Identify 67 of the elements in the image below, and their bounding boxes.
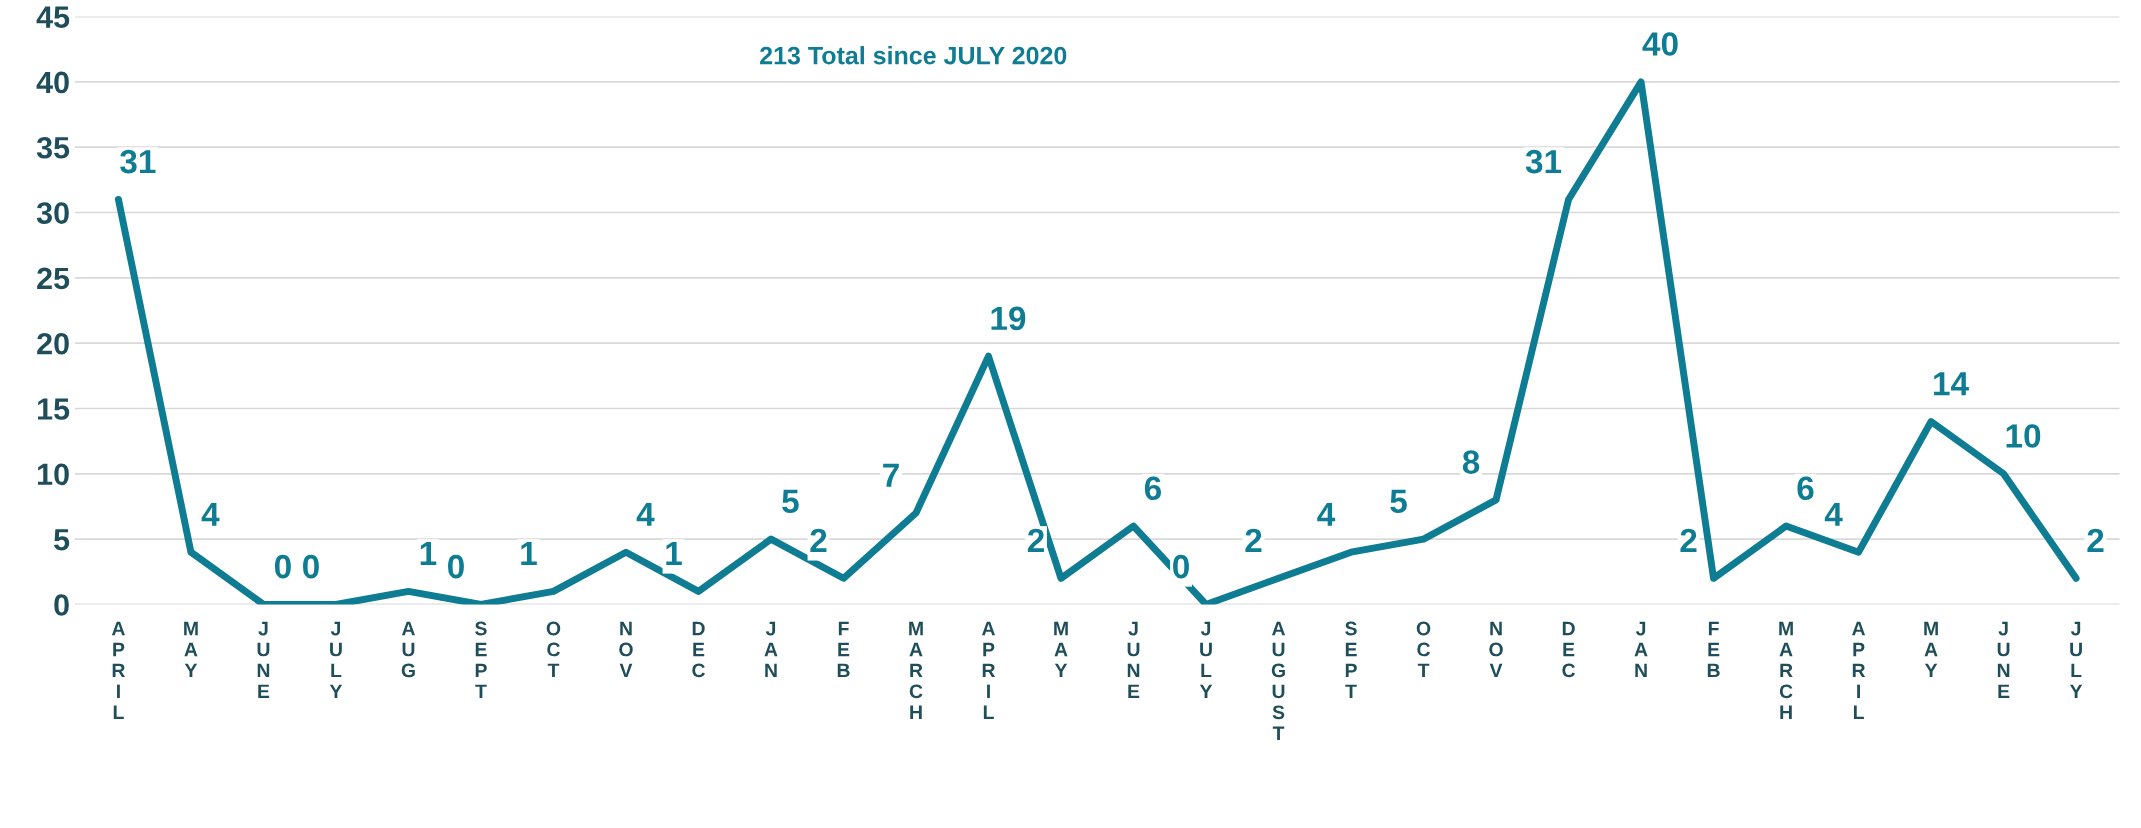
- data-label: 1: [666, 542, 682, 566]
- data-label: 31: [1525, 149, 1562, 174]
- y-tick-label: 40: [36, 71, 69, 94]
- y-tick-label: 35: [36, 136, 70, 159]
- y-tick-label: 30: [36, 202, 69, 224]
- x-tick-label: NOV: [1489, 621, 1503, 678]
- y-tick-label: 15: [38, 398, 70, 420]
- x-tick-label: FEB: [837, 621, 850, 678]
- x-tick-label: JUNE: [1127, 621, 1140, 699]
- x-tick-label: MARCH: [1779, 621, 1793, 719]
- data-label: 0: [274, 554, 291, 579]
- data-label: 6: [1797, 476, 1814, 501]
- data-label: 2: [1027, 528, 1044, 552]
- x-tick-label: APRIL: [111, 621, 126, 719]
- data-label: 10: [2006, 424, 2041, 448]
- data-label: 19: [991, 306, 1026, 331]
- y-tick-label: 0: [54, 594, 69, 616]
- x-tick-label: MAY: [184, 621, 198, 678]
- data-label: 0: [1173, 554, 1189, 579]
- x-tick-label: JUNE: [1997, 621, 2010, 699]
- data-label: 4: [201, 502, 220, 526]
- data-label: 1: [420, 542, 437, 566]
- x-tick-label: JULY: [2069, 621, 2083, 699]
- annotation: 213 Total since JULY 2020: [760, 46, 1067, 65]
- x-tick-label: DEC: [692, 621, 705, 678]
- data-label: 14: [1934, 372, 1969, 396]
- x-tick-label: AUG: [401, 621, 415, 678]
- data-label: 8: [1462, 450, 1480, 474]
- data-label: 40: [1642, 32, 1678, 56]
- x-tick-label: OCT: [546, 621, 561, 678]
- x-tick-label: JUNE: [257, 621, 270, 699]
- x-tick-label: MAY: [1054, 621, 1068, 678]
- x-tick-label: JAN: [1634, 621, 1648, 678]
- data-label: 4: [636, 502, 655, 526]
- data-label: 0: [448, 554, 464, 579]
- x-tick-label: FEB: [1707, 621, 1720, 678]
- x-tick-label: SEPT: [1345, 621, 1357, 699]
- y-tick-label: 25: [37, 267, 70, 290]
- y-tick-label: 5: [54, 529, 70, 551]
- data-label: 5: [1390, 489, 1407, 514]
- x-tick-label: SEPT: [475, 621, 487, 699]
- x-tick-label: APRIL: [1852, 621, 1866, 719]
- x-tick-label: MAY: [1924, 621, 1938, 678]
- y-tick-label: 20: [37, 332, 69, 355]
- x-tick-label: JAN: [764, 621, 778, 678]
- data-label: 2: [2087, 528, 2104, 552]
- data-label: 2: [810, 528, 827, 552]
- data-label: 4: [1824, 502, 1843, 526]
- x-tick-label: OCT: [1416, 621, 1431, 678]
- data-label: 2: [1245, 528, 1262, 552]
- data-label: 4: [1317, 502, 1336, 526]
- data-label: 31: [120, 149, 156, 174]
- x-tick-label: AUGUST: [1271, 621, 1286, 740]
- x-tick-label: JULY: [1199, 621, 1213, 699]
- x-tick-label: DEC: [1562, 621, 1576, 678]
- x-tick-label: JULY: [329, 621, 343, 699]
- x-tick-label: NOV: [619, 621, 633, 678]
- x-tick-label: MARCH: [909, 621, 923, 719]
- data-label: 0: [303, 554, 319, 579]
- data-label: 6: [1144, 476, 1162, 501]
- x-tick-label: APRIL: [981, 621, 996, 719]
- data-label: 7: [883, 463, 899, 487]
- data-label: 2: [1680, 528, 1697, 552]
- data-label: 1: [521, 542, 537, 566]
- y-tick-label: 10: [38, 463, 69, 486]
- data-label: 5: [782, 489, 799, 514]
- y-tick-label: 45: [36, 6, 70, 28]
